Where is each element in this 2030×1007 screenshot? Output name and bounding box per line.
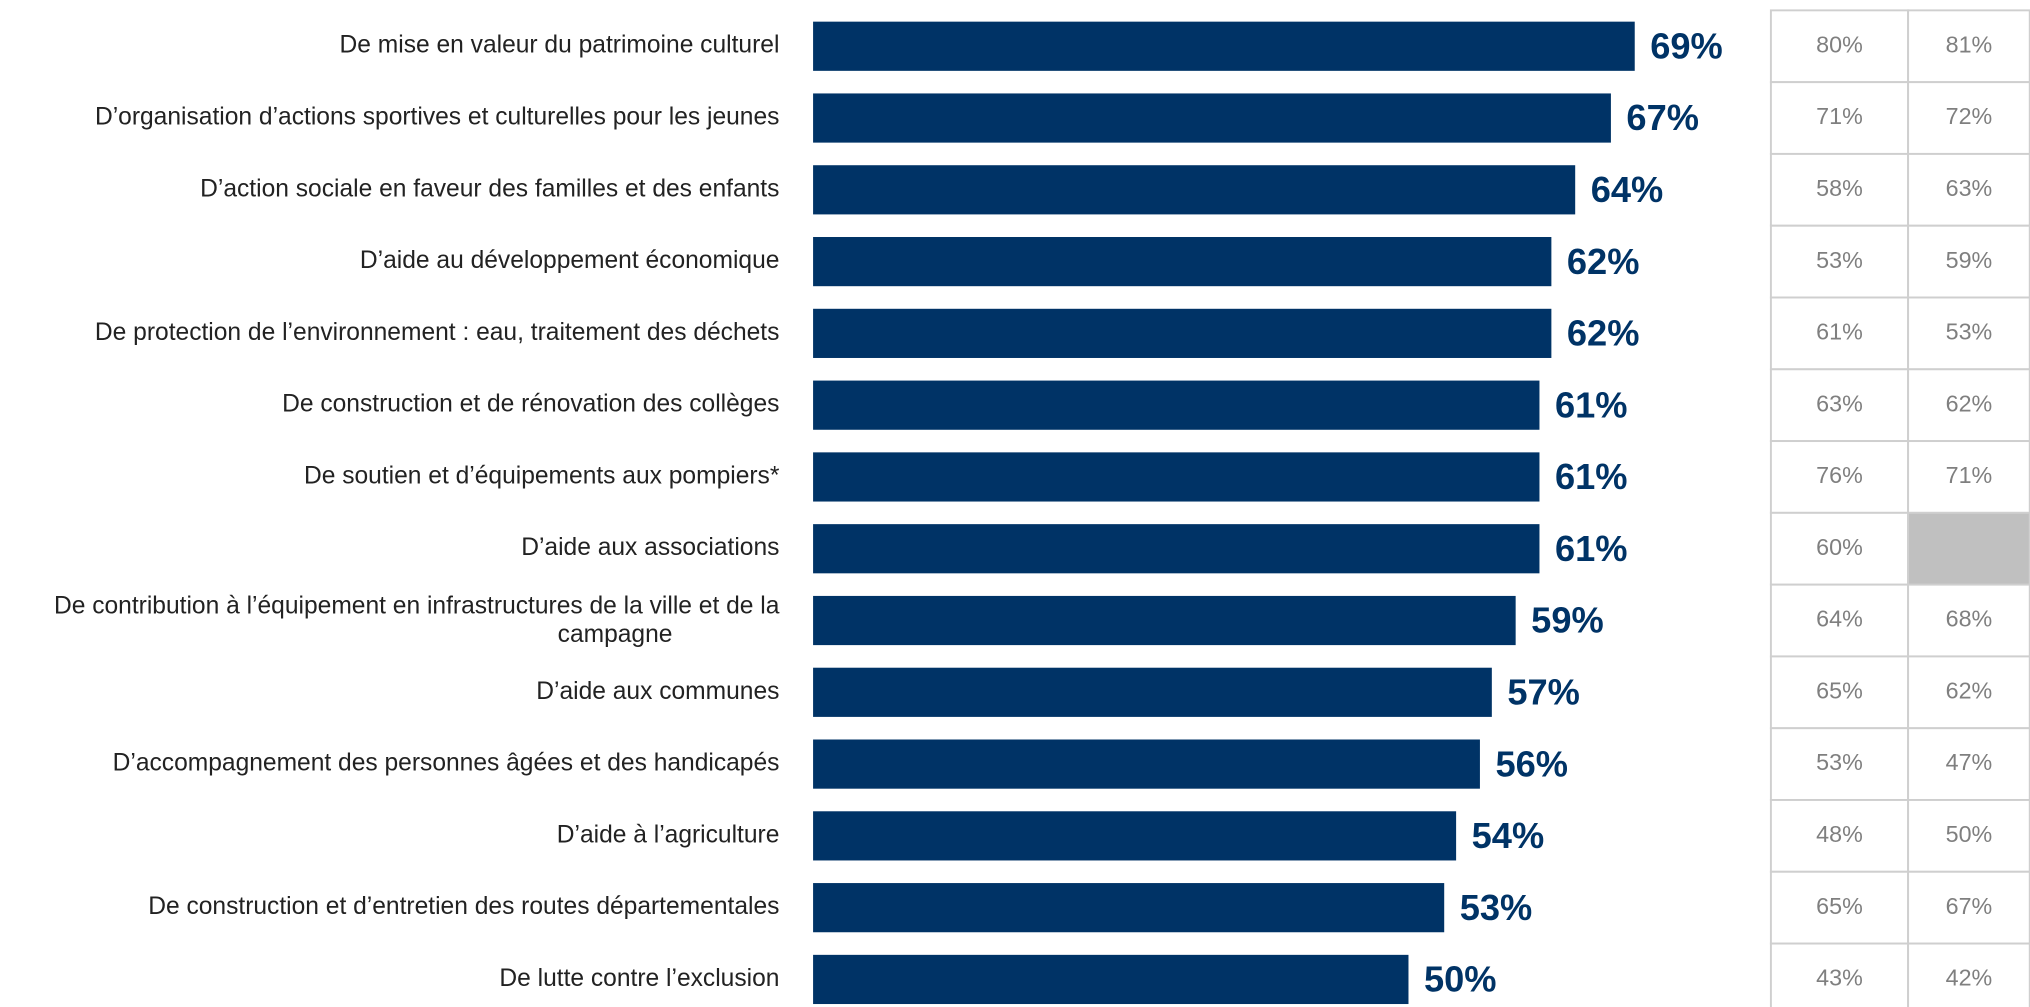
category-label: De contribution à l’équipement en infras… bbox=[54, 592, 780, 647]
value-label: 69% bbox=[1650, 25, 1723, 66]
table-cell-text: 72% bbox=[1946, 103, 1993, 129]
table-cell-text: 47% bbox=[1946, 749, 1993, 775]
table-cell bbox=[1907, 583, 2030, 658]
bar bbox=[813, 883, 1445, 933]
category-label: D’aide au développement économique bbox=[360, 247, 780, 274]
value-label: 62% bbox=[1567, 313, 1640, 354]
bar bbox=[813, 811, 1457, 861]
table-cell-text: 42% bbox=[1946, 965, 1993, 991]
table-cell bbox=[1907, 224, 2030, 299]
table-cell-text: 76% bbox=[1816, 462, 1863, 488]
value-label: 59% bbox=[1531, 600, 1604, 641]
table-cell bbox=[1907, 440, 2030, 514]
table-cell-text: 48% bbox=[1816, 821, 1863, 847]
bar bbox=[813, 452, 1540, 502]
bar bbox=[813, 739, 1480, 789]
table-cell-text: 63% bbox=[1946, 175, 1993, 201]
table-cell-text: 65% bbox=[1816, 677, 1863, 703]
table-cell bbox=[1907, 942, 2030, 1007]
value-label: 61% bbox=[1555, 384, 1628, 425]
table-cell-text: 43% bbox=[1816, 965, 1863, 991]
category-label: De mise en valeur du patrimoine culturel bbox=[340, 32, 780, 59]
table-cell-text: 63% bbox=[1816, 390, 1863, 416]
table-cell-text: 81% bbox=[1946, 31, 1993, 57]
table-cell bbox=[1907, 655, 2030, 730]
table-cell bbox=[1907, 368, 2030, 443]
table-cell-text: 53% bbox=[1816, 247, 1863, 273]
table-cell bbox=[1907, 296, 2030, 371]
table-cell-text: 58% bbox=[1816, 175, 1863, 201]
category-label: D’accompagnement des personnes âgées et … bbox=[113, 750, 780, 777]
bar bbox=[813, 93, 1611, 143]
table-cell-text: 50% bbox=[1946, 821, 1993, 847]
table-cell bbox=[1769, 583, 1910, 658]
bar bbox=[813, 237, 1552, 287]
category-label: De construction et de rénovation des col… bbox=[282, 391, 779, 418]
table-cell-text: 62% bbox=[1946, 390, 1993, 416]
category-label: D’aide aux communes bbox=[536, 678, 779, 705]
value-label: 50% bbox=[1424, 959, 1497, 1000]
table-cell bbox=[1907, 727, 2030, 801]
table-cell bbox=[1769, 655, 1910, 730]
category-label: D’action sociale en faveur des familles … bbox=[200, 175, 779, 202]
bar bbox=[813, 954, 1409, 1005]
bar bbox=[813, 308, 1552, 358]
table-cell-text: 59% bbox=[1946, 247, 1993, 273]
category-label: De construction et d’entretien des route… bbox=[148, 893, 779, 920]
category-label: De protection de l’environnement : eau, … bbox=[95, 319, 780, 346]
table-cell-text: 53% bbox=[1816, 749, 1863, 775]
category-label: D’organisation d’actions sportives et cu… bbox=[95, 104, 779, 131]
table-cell bbox=[1907, 9, 2030, 84]
value-label: 56% bbox=[1495, 743, 1568, 784]
table-cell bbox=[1907, 511, 2030, 586]
table-cell-text: 71% bbox=[1946, 462, 1993, 488]
table-cell-text: 71% bbox=[1816, 103, 1863, 129]
table-cell bbox=[1769, 727, 1910, 801]
table-cell bbox=[1907, 152, 2030, 227]
value-label: 64% bbox=[1591, 169, 1664, 210]
bar bbox=[813, 667, 1492, 717]
table-cell-text: 68% bbox=[1946, 606, 1993, 632]
table-cell-text: 61% bbox=[1816, 319, 1863, 345]
value-label: 61% bbox=[1555, 456, 1628, 497]
bar bbox=[813, 524, 1540, 574]
value-label: 62% bbox=[1567, 241, 1640, 282]
category-label: De soutien et d’équipements aux pompiers… bbox=[304, 462, 780, 489]
table-cell bbox=[1769, 81, 1910, 155]
bar bbox=[813, 380, 1540, 430]
value-label: 61% bbox=[1555, 528, 1628, 569]
table-cell-text: 65% bbox=[1816, 893, 1863, 919]
bar bbox=[813, 21, 1635, 71]
table-cell-text: 60% bbox=[1816, 534, 1863, 560]
table-cell-text: 64% bbox=[1816, 606, 1863, 632]
value-label: 53% bbox=[1460, 887, 1533, 928]
value-label: 67% bbox=[1626, 97, 1699, 138]
category-label: D’aide à l’agriculture bbox=[557, 821, 780, 848]
table-cell bbox=[1769, 799, 1910, 873]
category-label: De lutte contre l’exclusion bbox=[499, 965, 779, 992]
bar bbox=[813, 165, 1576, 215]
table-cell-text: 53% bbox=[1946, 319, 1993, 345]
category-label: D’aide aux associations bbox=[521, 534, 779, 561]
bar bbox=[813, 595, 1516, 646]
table-cell bbox=[1907, 799, 2030, 873]
table-cell-text: 80% bbox=[1816, 31, 1863, 57]
table-cell-text: 67% bbox=[1946, 893, 1993, 919]
table-cell bbox=[1769, 9, 1910, 84]
value-label: 54% bbox=[1472, 815, 1545, 856]
value-label: 57% bbox=[1507, 671, 1580, 712]
table-cell-text: 62% bbox=[1946, 677, 1993, 703]
